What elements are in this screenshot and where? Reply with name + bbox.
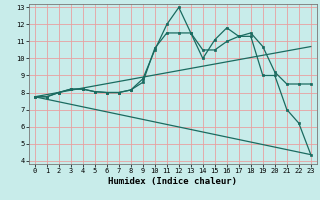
X-axis label: Humidex (Indice chaleur): Humidex (Indice chaleur): [108, 177, 237, 186]
